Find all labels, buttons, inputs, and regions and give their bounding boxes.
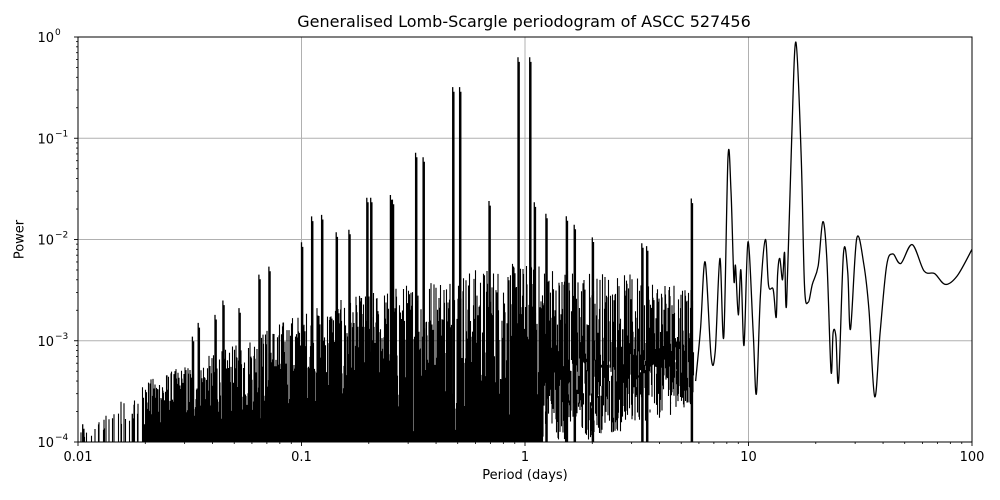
x-axis-ticks: 0.01 0.1 1 10 100	[64, 442, 985, 465]
y-tick-exponent: −4	[55, 433, 69, 443]
x-tick-label: 100	[960, 450, 985, 465]
x-tick-label: 0.1	[291, 450, 312, 465]
x-axis-label: Period (days)	[482, 468, 568, 483]
y-tick-exponent: −2	[55, 231, 68, 241]
y-tick-label: 10	[37, 335, 54, 350]
x-tick-label: 1	[521, 450, 529, 465]
y-tick-label: 10	[37, 132, 54, 147]
y-tick-exponent: −3	[55, 332, 68, 342]
y-tick-label: 10	[37, 234, 54, 249]
y-tick-exponent: −1	[55, 129, 68, 139]
chart-title: Generalised Lomb-Scargle periodogram of …	[297, 12, 751, 31]
x-tick-label: 10	[740, 450, 757, 465]
y-tick-exponent: 0	[55, 28, 61, 38]
y-axis-label: Power	[12, 219, 28, 260]
y-tick-label: 10	[37, 31, 54, 46]
y-tick-label: 10	[37, 436, 54, 451]
x-tick-label: 0.01	[64, 450, 93, 465]
periodogram-line	[80, 41, 972, 442]
